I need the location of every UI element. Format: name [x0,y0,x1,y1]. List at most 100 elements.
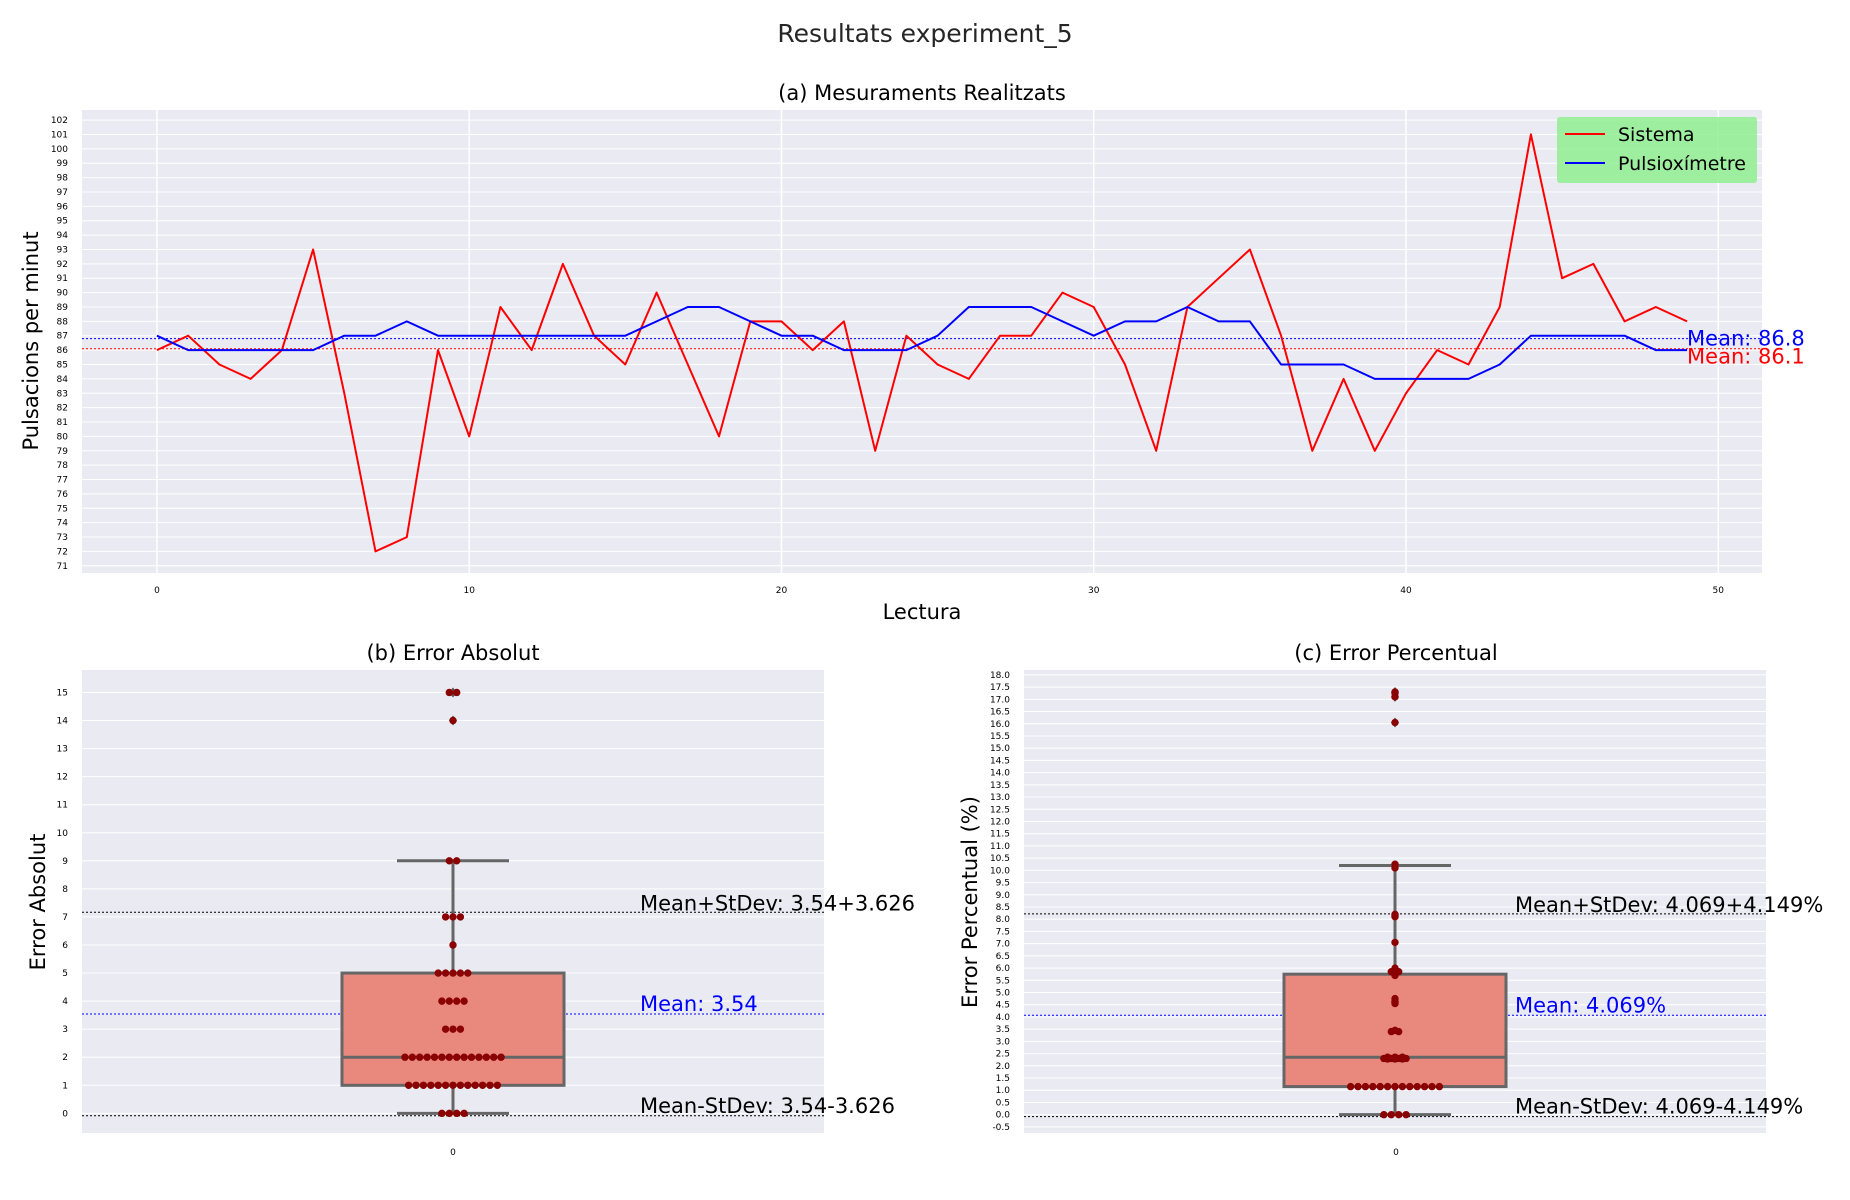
swarm-point [453,688,461,697]
swarm-point [416,1053,424,1061]
swarm-point [460,997,468,1005]
y-tick-label: 100 [51,145,68,155]
y-tick-label: 6.5 [996,952,1010,962]
swarm-point [1398,1082,1407,1091]
swarm-point [408,1053,416,1061]
y-tick-label: 15.0 [990,744,1010,754]
y-tick-label: 2.0 [996,1062,1011,1072]
swarm-point [449,969,457,977]
swarm-point [1435,1082,1444,1091]
swarm-point [1391,718,1399,727]
y-tick-label: 101 [51,130,68,140]
swarm-point [456,1081,465,1089]
swarm-point [1346,1082,1355,1091]
swarm-point [1391,910,1399,919]
y-tick-label: 74 [57,519,69,529]
y-tick-label: 13.0 [990,793,1010,803]
error-absolut-mean-annotation: Mean: 3.54 [640,992,758,1016]
y-tick-label: 87 [57,332,68,342]
swarm-point [445,1053,453,1061]
swarm-point [456,969,465,977]
y-tick-label: 8.0 [996,915,1011,925]
error-percentual-mean-annotation: Mean: 4.069% [1515,993,1666,1017]
y-tick-label: 15.5 [990,732,1010,742]
legend-label-sistema: Sistema [1618,124,1695,146]
swarm-point [434,969,442,977]
swarm-point [1387,1110,1396,1119]
y-tick-label: 96 [57,202,69,212]
line-chart-grid [82,110,1762,573]
y-tick-label: 3.5 [996,1025,1010,1035]
swarm-point [478,1081,487,1089]
y-tick-label: 1.0 [996,1086,1011,1096]
swarm-point [423,1053,431,1061]
line-chart-panel: 71 72 73 74 75 76 77 78 79 80 81 82 83 84 85 86 87 88 89 90… [19,81,1805,624]
y-tick-label: 12.5 [990,805,1010,815]
y-tick-label: 95 [57,217,68,227]
swarm-point [449,716,457,725]
swarm-point [1391,1053,1399,1061]
y-tick-label: 76 [57,490,69,500]
y-tick-label: 3.0 [996,1037,1011,1047]
y-tick-label: 77 [57,476,68,486]
x-tick-label: 20 [776,586,788,596]
y-tick-label: 6 [62,941,68,951]
swarm-point [460,1053,468,1061]
y-tick-label: 88 [57,317,69,327]
swarm-point [441,913,450,921]
swarm-point [438,997,446,1005]
swarm-point [1391,938,1399,947]
swarm-point [445,1109,453,1118]
y-tick-label: 80 [57,432,69,442]
y-tick-label: 78 [57,461,69,471]
swarm-point [493,1081,502,1089]
swarm-point [453,1109,461,1118]
swarm-point [456,1025,465,1033]
y-tick-label: 7.5 [996,927,1010,937]
swarm-point [449,1025,457,1033]
swarm-point [497,1053,505,1061]
swarm-point [490,1053,498,1061]
swarm-point [460,1109,468,1118]
y-tick-label: 86 [57,346,69,356]
y-tick-label: 0.0 [996,1111,1011,1121]
swarm-point [1369,1082,1377,1091]
y-tick-label: 15 [57,688,68,698]
swarm-point [1391,994,1399,1003]
swarm-point [1406,1082,1414,1091]
swarm-point [453,997,461,1005]
error-absolut-lower-annotation: Mean-StDev: 3.54-3.626 [640,1094,895,1118]
swarm-point [427,1081,435,1089]
line-chart-x-axis-label: Lectura [883,600,962,624]
swarm-point [449,913,457,921]
y-tick-label: 5.5 [996,976,1010,986]
error-absolut-upper-annotation: Mean+StDev: 3.54+3.626 [640,891,915,915]
y-tick-label: 4.5 [996,1001,1010,1011]
swarm-point [445,857,453,865]
error-percentual-lower-annotation: Mean-StDev: 4.069-4.149% [1515,1095,1803,1119]
x-tick-label: 40 [1400,586,1412,596]
y-tick-label: 2.5 [996,1050,1010,1060]
y-tick-label: 11.5 [990,830,1010,840]
y-tick-label: 6.0 [996,964,1011,974]
swarm-point [445,997,453,1005]
y-tick-label: 0.5 [996,1098,1010,1108]
line-chart-y-axis-label: Pulsacions per minut [19,231,43,450]
line-chart-series [156,133,1688,553]
y-tick-label: 84 [57,375,69,385]
swarm-point [1420,1082,1429,1091]
y-tick-label: 10 [57,829,69,839]
error-absolut-x-tick-label: 0 [450,1148,456,1158]
swarm-point [1391,1026,1399,1035]
error-percentual-y-axis-label: Error Percentual (%) [958,796,982,1008]
swarm-point [1428,1082,1436,1091]
y-tick-label: 14.0 [990,769,1010,779]
y-tick-label: 4 [62,997,68,1007]
error-absolut-swarm [401,688,505,1118]
y-tick-label: 13.5 [990,781,1010,791]
y-tick-label: 90 [57,289,69,299]
y-tick-label: 16.5 [990,708,1010,718]
y-tick-label: 94 [57,231,69,241]
x-tick-label: 0 [154,586,160,596]
